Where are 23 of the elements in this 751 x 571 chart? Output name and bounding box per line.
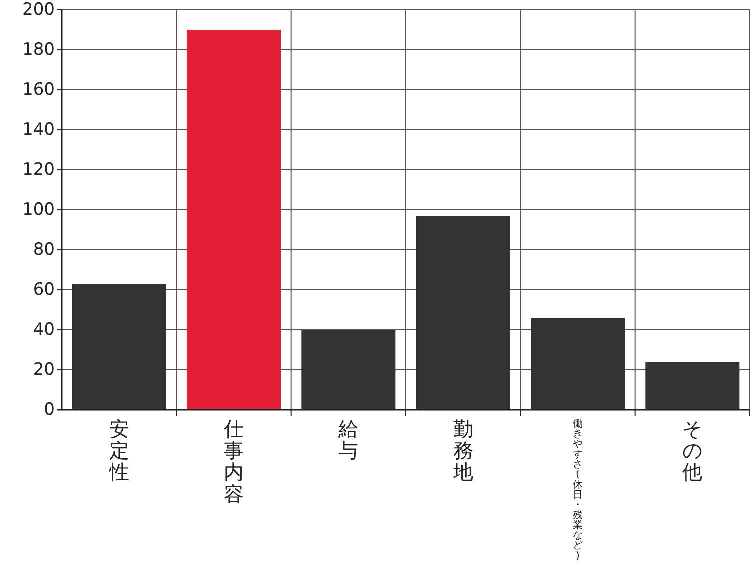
y-tick-label: 120 <box>22 160 55 180</box>
bar <box>530 318 626 410</box>
x-tick-label: 安定性 <box>108 417 130 484</box>
y-tick-label: 80 <box>33 240 55 260</box>
y-tick-label: 20 <box>33 360 55 380</box>
y-tick-label: 100 <box>22 200 55 220</box>
x-tick-label: 勤務地 <box>452 417 474 484</box>
bar <box>72 284 166 410</box>
y-tick-label: 180 <box>22 40 55 60</box>
x-tick-label: 給与 <box>338 417 359 463</box>
x-tick-label: その他 <box>682 417 703 484</box>
y-tick-label: 40 <box>33 320 55 340</box>
bar <box>186 30 282 410</box>
category-label: 働きやすさ(休日・残業など) <box>573 418 583 562</box>
bar <box>416 216 510 410</box>
bar <box>646 362 740 410</box>
y-tick-label: 200 <box>22 0 55 20</box>
y-tick-label: 140 <box>22 120 55 140</box>
y-tick-label: 160 <box>22 80 55 100</box>
x-tick-label: 仕事内容 <box>223 417 244 506</box>
y-tick-label: 0 <box>44 400 55 420</box>
bar <box>302 330 396 410</box>
y-tick-label: 60 <box>33 280 55 300</box>
